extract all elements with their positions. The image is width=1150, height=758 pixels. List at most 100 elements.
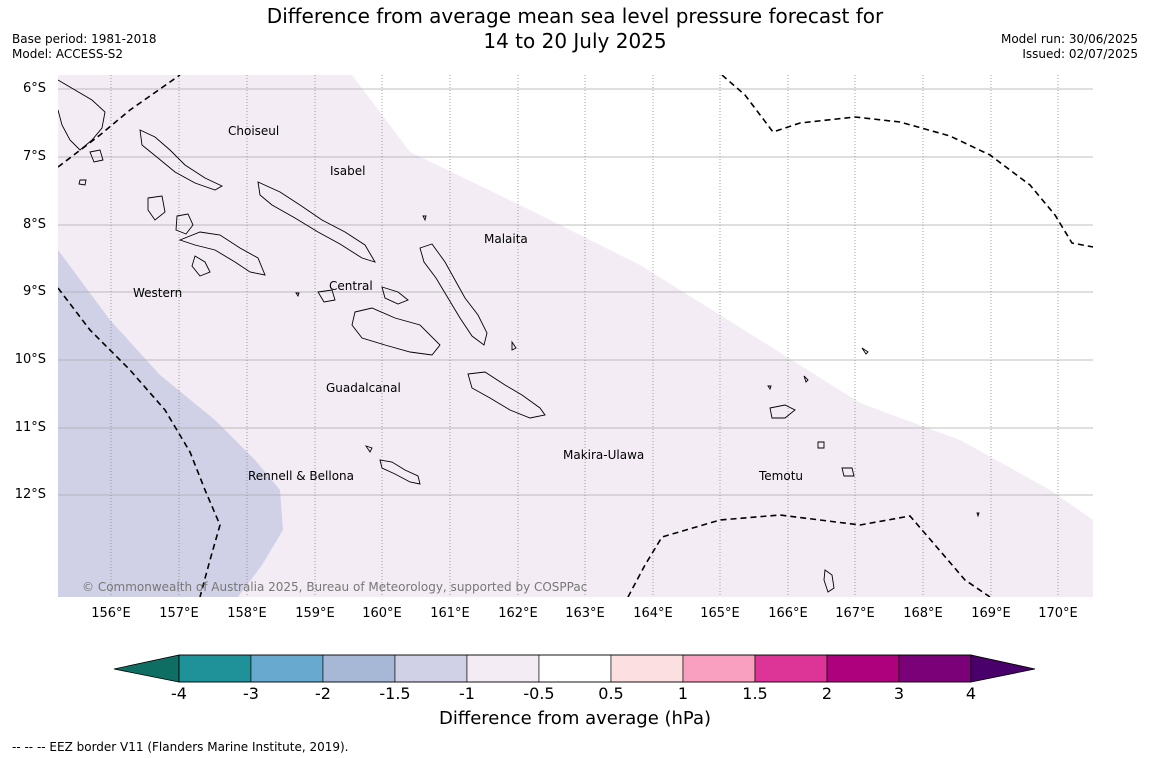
island-isabel xyxy=(257,181,376,263)
place-label-temotu: Temotu xyxy=(759,469,804,483)
lon-label-170e: 170°E xyxy=(1038,606,1078,621)
lat-gridlines xyxy=(58,88,1093,496)
eez-legend-note: -- -- -- EEZ border V11 (Flanders Marine… xyxy=(12,740,349,754)
colorbar-tick: 3 xyxy=(893,684,905,703)
colorbar-segment xyxy=(754,654,828,683)
lat-label-12s: 12°S xyxy=(14,487,46,502)
island-russell xyxy=(381,286,409,305)
lat-label-7s: 7°S xyxy=(22,149,46,164)
colorbar-tick: -2 xyxy=(315,684,331,703)
lon-label-164e: 164°E xyxy=(633,606,673,621)
copyright-notice: © Commonwealth of Australia 2025, Bureau… xyxy=(82,580,588,594)
colorbar-tick: -0.5 xyxy=(523,684,555,703)
colorbar-tick: 0.5 xyxy=(598,684,624,703)
colorbar-segment xyxy=(466,654,540,683)
place-label-isabel: Isabel xyxy=(330,164,366,178)
island-small-1 xyxy=(295,292,300,298)
island-kolombangara xyxy=(175,213,194,235)
colorbar-segment xyxy=(178,654,252,683)
place-label-western: Western xyxy=(133,286,183,300)
anomaly-region-light xyxy=(58,75,1093,597)
place-label-rennell-bellona: Rennell & Bellona xyxy=(248,469,355,483)
place-label-central: Central xyxy=(329,279,373,293)
island-ulawa xyxy=(511,340,517,351)
place-label-guadalcanal: Guadalcanal xyxy=(326,381,401,395)
colorbar-segment xyxy=(394,654,468,683)
colorbar-label: Difference from average (hPa) xyxy=(438,708,712,729)
island-choiseul xyxy=(139,129,223,191)
model-run: Model run: 30/06/2025 xyxy=(1000,32,1138,46)
island-new-georgia xyxy=(178,231,266,276)
island-santa-cruz xyxy=(769,404,796,419)
island-rendova xyxy=(191,255,211,277)
anomaly-region-blue xyxy=(58,250,283,597)
island-small-2 xyxy=(976,512,980,518)
lat-label-6s: 6°S xyxy=(22,81,46,96)
colorbar-tick: -1.5 xyxy=(379,684,411,703)
colorbar-segment xyxy=(322,654,396,683)
lon-label-158e: 158°E xyxy=(227,606,267,621)
island-bougainville xyxy=(58,79,106,151)
island-reef xyxy=(803,375,809,383)
island-small-3 xyxy=(422,215,427,222)
lon-label-168e: 168°E xyxy=(903,606,943,621)
lon-label-165e: 165°E xyxy=(700,606,740,621)
map-area xyxy=(58,75,1093,597)
island-rennell xyxy=(379,459,421,485)
island-makira xyxy=(467,371,546,419)
lon-label-159e: 159°E xyxy=(295,606,335,621)
meta-left: Base period: 1981-2018 Model: ACCESS-S2 xyxy=(12,32,157,62)
colorbar-segment xyxy=(826,654,900,683)
lat-label-11s: 11°S xyxy=(14,420,46,435)
title-line-1: Difference from average mean sea level p… xyxy=(266,4,884,28)
colorbar-tick: 2 xyxy=(821,684,833,703)
island-vella xyxy=(147,195,166,221)
base-period: Base period: 1981-2018 xyxy=(12,32,157,46)
island-guadalcanal xyxy=(351,307,441,356)
lat-label-10s: 10°S xyxy=(14,352,46,367)
lon-label-166e: 166°E xyxy=(768,606,808,621)
island-utupua xyxy=(817,441,825,449)
map-title: Difference from average mean sea level p… xyxy=(0,4,1150,54)
island-small-4 xyxy=(767,385,772,391)
model-name: Model: ACCESS-S2 xyxy=(12,47,124,61)
lon-gridlines xyxy=(110,75,1059,597)
lon-label-156e: 156°E xyxy=(91,606,131,621)
island-shortland xyxy=(78,179,87,186)
lon-label-160e: 160°E xyxy=(362,606,402,621)
place-label-makira-ulawa: Makira-Ulawa xyxy=(563,448,645,462)
issued-date: Issued: 02/07/2025 xyxy=(1022,47,1138,61)
lon-label-163e: 163°E xyxy=(565,606,605,621)
island-bellona xyxy=(364,445,373,453)
colorbar-segment xyxy=(898,654,972,683)
lat-label-9s: 9°S xyxy=(22,284,46,299)
island-vanikoro xyxy=(841,467,855,477)
lat-label-8s: 8°S xyxy=(22,217,46,232)
lon-label-157e: 157°E xyxy=(159,606,199,621)
island-ontong xyxy=(861,347,869,355)
lon-label-167e: 167°E xyxy=(835,606,875,621)
colorbar-tick: -3 xyxy=(243,684,259,703)
colorbar-tick: 1 xyxy=(677,684,689,703)
title-line-2: 14 to 20 July 2025 xyxy=(483,29,667,53)
colorbar xyxy=(113,654,1036,683)
colorbar-segment xyxy=(682,654,756,683)
colorbar-tick: -4 xyxy=(171,684,187,703)
island-treasury xyxy=(89,149,104,163)
colorbar-segment xyxy=(538,654,612,683)
island-malaita xyxy=(419,243,488,346)
colorbar-tick: 1.5 xyxy=(742,684,768,703)
place-label-malaita: Malaita xyxy=(484,232,528,246)
place-label-choiseul: Choiseul xyxy=(228,124,280,138)
lon-label-161e: 161°E xyxy=(430,606,470,621)
colorbar-segment xyxy=(610,654,684,683)
colorbar-segment xyxy=(250,654,324,683)
lon-label-162e: 162°E xyxy=(498,606,538,621)
meta-right: Model run: 30/06/2025 Issued: 02/07/2025 xyxy=(1001,32,1138,62)
coastlines xyxy=(58,79,980,593)
colorbar-tick: -1 xyxy=(459,684,475,703)
island-florida xyxy=(317,289,336,303)
island-tikopia xyxy=(823,569,835,593)
lon-label-169e: 169°E xyxy=(971,606,1011,621)
